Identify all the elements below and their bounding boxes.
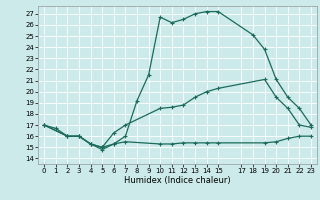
X-axis label: Humidex (Indice chaleur): Humidex (Indice chaleur) bbox=[124, 176, 231, 185]
